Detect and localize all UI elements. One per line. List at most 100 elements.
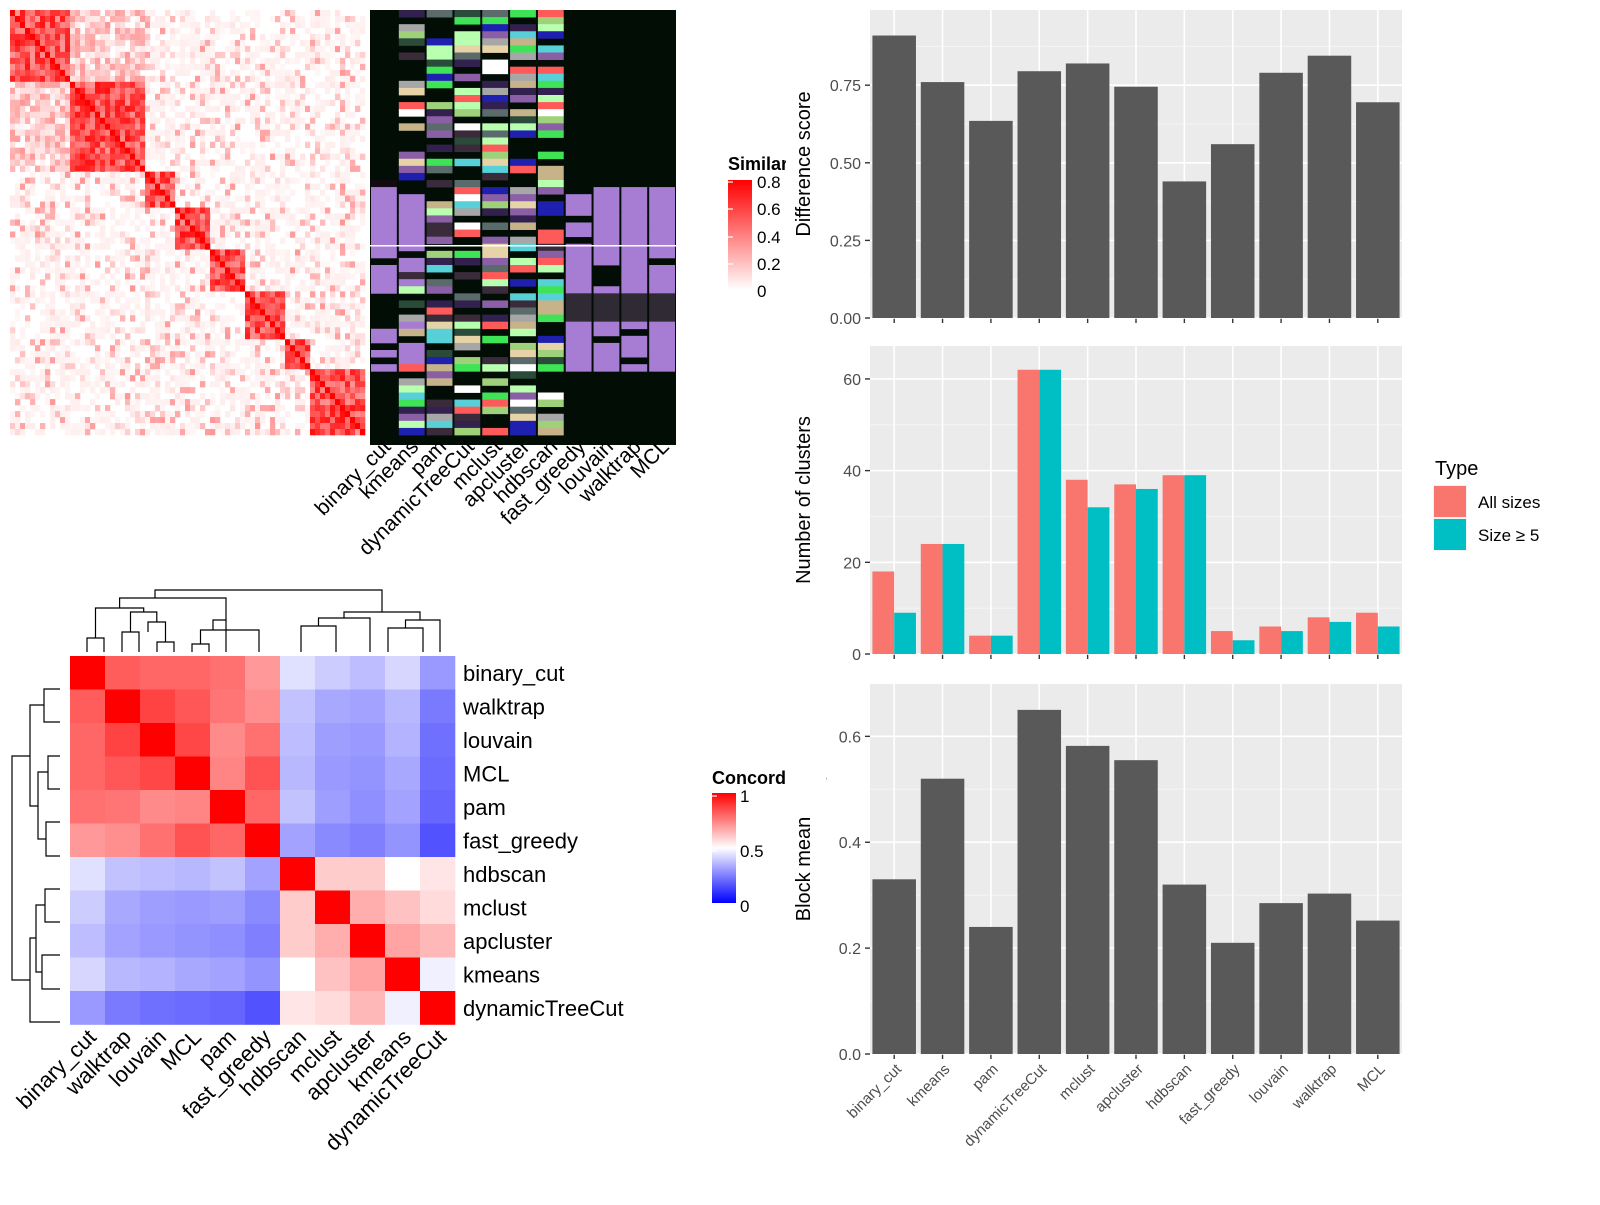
similarity-cell [285,57,291,65]
similarity-cell [210,207,216,214]
similarity-cell [290,273,296,280]
similarity-cell [80,159,86,166]
similarity-cell [290,111,296,119]
concordance-cell [245,823,281,858]
similarity-cell [340,345,346,352]
cluster-label-cell [398,364,425,372]
similarity-cell [105,405,111,412]
similarity-cell [170,417,176,424]
similarity-cell [150,153,156,160]
similarity-cell [200,333,206,340]
similarity-cell [35,15,41,23]
similarity-cell [305,231,311,238]
similarity-cell [80,249,86,256]
similarity-cell [100,153,106,160]
concordance-cell [350,656,386,690]
similarity-cell [215,87,221,95]
similarity-cell [165,237,171,244]
similarity-cell [330,333,336,340]
concordance-cell [245,857,281,891]
similarity-cell [190,249,196,256]
similarity-cell [115,33,121,41]
similarity-cell [40,231,46,238]
similarity-cell [75,153,81,160]
similarity-cell [340,39,346,47]
similarity-cell [155,303,161,310]
similarity-cell [45,261,51,268]
similarity-cell [175,339,181,346]
cluster-label-cell [426,364,453,372]
similarity-cell [130,87,136,95]
cluster-label-cell [510,257,536,266]
similarity-cell [335,69,341,77]
similarity-cell [40,201,46,208]
similarity-cell [120,129,126,137]
similarity-cell [10,63,16,71]
similarity-cell [360,99,366,107]
similarity-cell [90,51,96,59]
similarity-cell [260,39,266,47]
similarity-cell [190,63,196,71]
cluster-label-cell [482,45,509,53]
similarity-cell [350,351,356,358]
similarity-cell [130,177,136,184]
cluster-label-cell [398,314,425,323]
similarity-cell [40,423,46,430]
similarity-cell [80,285,86,292]
similarity-cell [205,189,211,196]
similarity-cell [260,189,266,196]
similarity-cell [90,207,96,214]
concordance-cell [350,991,386,1025]
similarity-cell [360,417,366,424]
similarity-cell [85,405,91,412]
similarity-cell [185,255,191,262]
similarity-cell [285,93,291,101]
concordance-cell [175,823,211,858]
similarity-cell [100,327,106,334]
similarity-cell [80,417,86,424]
similarity-cell [30,339,36,346]
similarity-cell [35,63,41,71]
similarity-cell [280,297,286,304]
similarity-cell [175,351,181,358]
similarity-cell [330,237,336,244]
similarity-cell [160,99,166,107]
bar [1017,71,1062,318]
similarity-cell [355,243,361,250]
similarity-cell [115,249,121,256]
cluster-label-cell [537,265,564,273]
similarity-cell [125,75,131,83]
similarity-cell [315,309,321,316]
similarity-cell [180,51,186,59]
similarity-cell [45,129,51,137]
similarity-cell [115,351,121,358]
similarity-cell [85,51,91,59]
x-tick-label: pam [969,1061,1002,1094]
similarity-cell [20,357,26,364]
similarity-cell [95,219,101,226]
similarity-cell [85,63,91,71]
similarity-cell [230,93,236,101]
similarity-cell [340,123,346,131]
similarity-cell [295,423,301,430]
similarity-cell [25,129,31,137]
similarity-cell [285,429,291,436]
concordance-cell [420,890,456,925]
similarity-cell [130,297,136,304]
similarity-cell [80,279,86,286]
similarity-cell [40,237,46,244]
similarity-cell [195,315,201,322]
similarity-cell [15,129,21,137]
similarity-cell [200,45,206,53]
similarity-cell [210,123,216,131]
similarity-cell [250,10,256,17]
similarity-cell [155,255,161,262]
similarity-cell [30,105,36,113]
similarity-cell [240,267,246,274]
concordance-cell [315,689,351,724]
similarity-cell [220,237,226,244]
similarity-cell [50,45,56,53]
similarity-cell [115,69,121,77]
similarity-cell [300,315,306,322]
similarity-cell [100,357,106,364]
